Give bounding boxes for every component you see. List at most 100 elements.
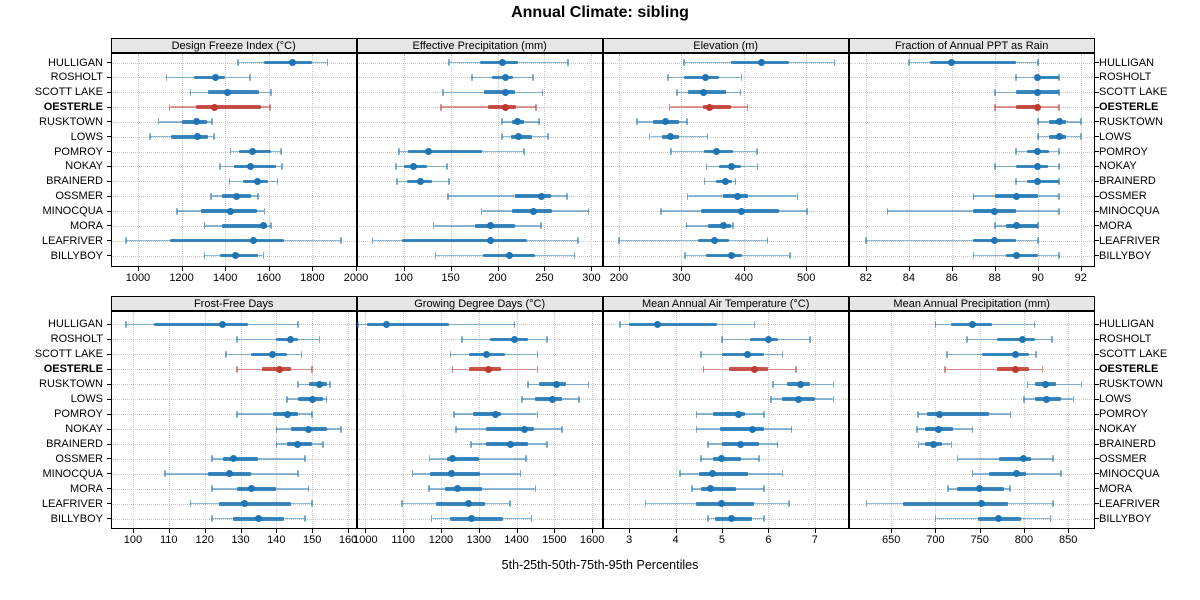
whisker-cap-right: [756, 162, 759, 170]
x-tick-label: 7: [811, 533, 818, 546]
panel-strip-label: Fraction of Annual PPT as Rain: [895, 39, 1049, 52]
y-tick: [1094, 240, 1099, 242]
median-dot: [248, 148, 256, 156]
site-label-left: NOKAY: [65, 423, 103, 436]
y-tick: [1094, 91, 1099, 93]
iqr-bar: [473, 412, 502, 416]
whisker-cap-left: [702, 365, 705, 373]
whisker-cap-left: [684, 252, 686, 260]
grid-line-x: [268, 54, 270, 267]
whisker-cap-left: [908, 59, 910, 66]
whisker-cap-left: [236, 365, 238, 373]
row-guide-line: [357, 255, 602, 257]
whisker-cap-right: [567, 59, 569, 66]
whisker-cap-left: [446, 192, 449, 200]
row-guide-line: [111, 414, 356, 416]
x-tick-label: 2000: [343, 272, 369, 284]
whisker-cap-left: [683, 59, 685, 66]
site-label-right: POMROY: [1099, 408, 1148, 421]
grid-line-x: [629, 312, 631, 528]
x-tick: [478, 528, 480, 533]
whisker-cap-right: [781, 350, 784, 358]
x-tick: [1068, 528, 1070, 533]
site-label-left: MINOCQUA: [42, 467, 104, 480]
row-guide-line: [357, 166, 602, 168]
iqr-bar: [1005, 224, 1038, 228]
whisker-cap-right: [1033, 320, 1036, 328]
whisker-cap-right: [762, 515, 765, 523]
median-dot: [502, 73, 510, 81]
row-guide-line: [849, 77, 1094, 79]
iqr-bar: [221, 224, 267, 228]
whisker-cap-right: [578, 395, 580, 403]
median-dot: [410, 162, 418, 170]
median-dot: [757, 59, 765, 66]
median-dot: [194, 133, 202, 141]
iqr-bar: [539, 382, 566, 386]
x-tick: [403, 528, 405, 533]
median-dot: [514, 133, 522, 141]
x-tick-label: 700: [926, 533, 945, 546]
iqr-bar: [1005, 253, 1038, 258]
whisker-cap-left: [218, 162, 221, 170]
median-dot: [502, 103, 510, 111]
whisker-cap-left: [228, 177, 231, 185]
x-tick-label: 120: [195, 533, 214, 546]
x-tick-label: 4: [672, 533, 679, 546]
whisker-cap-left: [229, 148, 232, 156]
whisker-cap-right: [776, 440, 779, 448]
panel-strip-label: Elevation (m): [693, 39, 759, 52]
whisker-cap-right: [307, 485, 310, 493]
panel-box: [602, 311, 849, 529]
median-dot: [713, 148, 721, 156]
grid-line-x: [403, 312, 405, 528]
site-label-right: SCOTT LAKE: [1099, 86, 1168, 99]
y-tick: [1094, 398, 1099, 400]
iqr-bar: [276, 337, 298, 342]
grid-line-x: [1037, 54, 1039, 267]
x-tick-label: 650: [881, 533, 901, 546]
row-guide-line: [111, 384, 356, 386]
median-dot: [667, 133, 675, 141]
row-guide-line: [849, 107, 1094, 109]
whisker-cap-right: [1058, 177, 1061, 185]
median-dot: [482, 350, 490, 358]
y-tick: [1094, 323, 1099, 325]
median-dot: [653, 320, 661, 328]
x-tick-label: 6: [765, 533, 772, 546]
whisker-cap-right: [790, 425, 793, 433]
x-tick-label: 90: [1031, 272, 1044, 284]
site-label-left: LOWS: [70, 130, 103, 143]
iqr-bar: [486, 442, 528, 446]
panel-box: [848, 311, 1095, 529]
panel-box: [110, 53, 357, 268]
whisker-cap-left: [455, 425, 457, 433]
median-dot: [977, 500, 985, 508]
whisker-cap-left: [676, 88, 678, 96]
x-tick-label: 88: [988, 272, 1001, 284]
site-label-right: ROSHOLT: [1099, 71, 1152, 84]
iqr-bar: [170, 134, 208, 139]
site-label-right: MINOCQUA: [1099, 205, 1160, 217]
iqr-bar: [219, 253, 258, 258]
y-tick: [1094, 503, 1099, 505]
site-label-right: HULLIGAN: [1099, 318, 1155, 331]
site-label-left: MORA: [70, 219, 103, 232]
whisker-cap-left: [430, 515, 433, 523]
whisker-cap-right: [788, 500, 791, 508]
median-dot: [727, 162, 735, 170]
panel-strip-label: Effective Precipitation (mm): [412, 39, 547, 52]
whisker-cap-left: [691, 485, 693, 493]
whisker-cap-left: [772, 380, 774, 388]
median-dot: [448, 455, 456, 463]
median-dot: [1020, 455, 1028, 463]
median-dot: [930, 440, 938, 448]
x-tick-label: 86: [945, 272, 958, 284]
whisker: [211, 458, 306, 460]
whisker-cap-right: [541, 88, 544, 96]
y-tick: [106, 488, 111, 490]
whisker-cap-right: [304, 515, 306, 523]
whisker-cap-right: [211, 118, 213, 126]
site-label-left: ROSHOLT: [50, 71, 103, 84]
y-tick: [1094, 165, 1099, 167]
